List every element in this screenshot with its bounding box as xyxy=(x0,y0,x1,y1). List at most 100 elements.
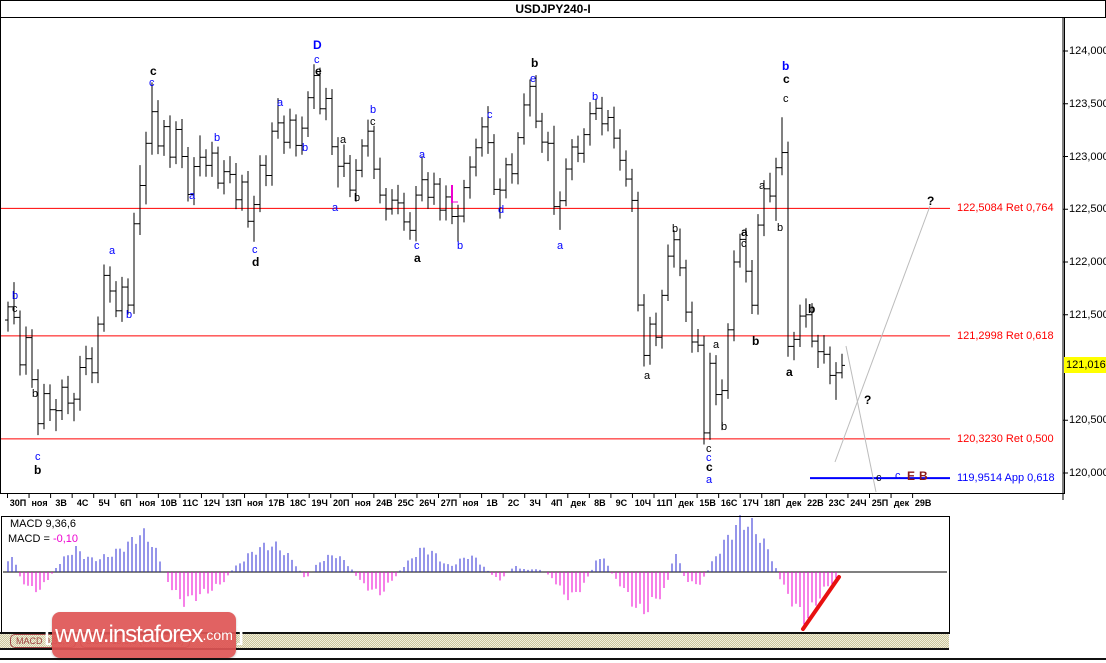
x-axis-tick-label: 4П xyxy=(551,498,563,508)
x-axis-tick-label: ноя xyxy=(139,498,156,508)
wave-label: d xyxy=(498,204,505,216)
x-axis-tick-label: 18С xyxy=(289,498,307,508)
wave-label: a xyxy=(109,245,116,257)
y-axis-tick-label: 123,000 xyxy=(1069,150,1106,163)
wave-label: a xyxy=(644,370,651,382)
logo-bracket-close: ] xyxy=(236,623,244,646)
x-axis-tick-label: 24В xyxy=(376,498,393,508)
y-axis-tick-label: 121,500 xyxy=(1069,308,1106,321)
wave-label: a xyxy=(706,474,713,486)
wave-label: c xyxy=(741,238,747,250)
wave-label: a xyxy=(741,225,748,239)
y-axis-tick-label: 120,000 xyxy=(1069,467,1106,479)
x-axis-tick-label: 23С xyxy=(828,498,846,508)
x-axis-tick-label: 19Ч xyxy=(311,498,328,508)
macd-indicator-value: MACD = -0,10 xyxy=(8,533,78,545)
wave-label: c xyxy=(783,93,789,105)
x-axis-tick-label: дек xyxy=(786,498,802,508)
question-mark: ? xyxy=(927,194,935,208)
x-axis-tick-label: 25С xyxy=(397,498,415,508)
x-axis-tick-label: 26Ч xyxy=(419,498,436,508)
wave-label: a xyxy=(189,190,196,202)
x-axis-tick-label: 25П xyxy=(871,498,889,508)
x-axis-tick-label: ноя xyxy=(247,498,264,508)
x-axis-tick-label: дек xyxy=(893,498,910,508)
wave-label: a xyxy=(419,149,426,161)
instaforex-logo[interactable]: [www.instaforex .com] xyxy=(44,612,244,658)
bottom-divider xyxy=(0,658,1106,660)
wave-label: b xyxy=(777,222,784,234)
x-axis-tick-label: 16С xyxy=(720,498,738,508)
logo-bracket-open: [ xyxy=(44,623,52,646)
wave-label: a xyxy=(786,365,793,379)
wave-label: b xyxy=(672,223,679,235)
wave-label: b xyxy=(782,59,790,73)
macd-value-number: -0,10 xyxy=(52,533,79,545)
wave-label: a xyxy=(340,134,347,146)
y-axis-tick-label: 120,500 xyxy=(1069,414,1106,427)
wave-label: B xyxy=(919,469,928,483)
x-axis-tick-label: 9С xyxy=(615,498,628,508)
y-axis-tick-label: 122,000 xyxy=(1069,256,1106,268)
x-axis-tick-label: 17Ч xyxy=(742,498,759,508)
macd-value-prefix: MACD = xyxy=(8,533,53,545)
wave-label: c xyxy=(252,244,258,256)
wave-label: a xyxy=(277,97,284,109)
logo-text-main: www.instaforex xyxy=(55,621,203,648)
x-axis-tick-label: 30П xyxy=(9,498,27,508)
x-axis-tick-label: 10В xyxy=(160,498,178,508)
wave-label: a xyxy=(759,180,766,192)
wave-label: c xyxy=(487,109,493,121)
x-axis-tick-label: 20П xyxy=(333,498,350,508)
logo-text-com: .com xyxy=(202,627,233,643)
wave-label: e xyxy=(530,73,537,85)
x-axis-tick-label: 8В xyxy=(594,498,606,508)
wave-label: c xyxy=(314,54,320,66)
question-mark: ? xyxy=(864,393,872,407)
wave-label: b xyxy=(592,91,599,103)
wave-label: b xyxy=(12,290,19,302)
wave-label: b xyxy=(721,421,728,433)
wave-label: c xyxy=(706,452,712,464)
level-label: 121,2998 Ret 0,618 xyxy=(957,329,1054,342)
wave-label: e xyxy=(315,64,322,78)
wave-label: b xyxy=(531,56,539,70)
wave-label: b xyxy=(370,104,377,116)
x-axis-tick-label: 22В xyxy=(807,498,824,508)
x-axis-tick-label: 11П xyxy=(656,498,673,508)
title-bar: USDJPY240-I xyxy=(0,0,1106,18)
wave-label: c xyxy=(370,116,376,128)
wave-label: a xyxy=(332,202,339,214)
x-axis-tick-label: 1В xyxy=(486,498,498,508)
wave-label: c xyxy=(414,240,420,252)
wave-label: c xyxy=(706,460,713,474)
wave-label: b xyxy=(214,132,221,144)
wave-label: b xyxy=(34,463,42,477)
wave-label: a xyxy=(557,240,564,252)
wave-label: b xyxy=(354,192,361,204)
wave-label: b xyxy=(302,142,309,154)
wave-label: a xyxy=(713,339,720,351)
x-axis-tick-label: 13П xyxy=(225,498,242,508)
wave-label: c xyxy=(35,451,41,463)
x-axis-tick-label: 10Ч xyxy=(634,498,652,508)
wave-label: c xyxy=(876,472,882,484)
wave-label: b xyxy=(808,302,816,316)
x-axis-tick-label: 24Ч xyxy=(850,498,867,508)
x-axis-tick-label: ноя xyxy=(462,498,479,508)
wave-label: c xyxy=(706,443,712,455)
level-label: 120,3230 Ret 0,500 xyxy=(957,432,1054,445)
x-axis-tick-label: ноя xyxy=(31,498,48,508)
y-axis-tick-label: 122,500 xyxy=(1069,203,1106,216)
wave-label: E xyxy=(907,469,916,483)
wave-label: a xyxy=(414,251,421,265)
wave-label: b xyxy=(126,309,133,321)
x-axis-tick-label: 3Ч xyxy=(529,498,541,508)
x-axis-tick-label: 2С xyxy=(507,498,520,508)
wave-label: b xyxy=(752,334,760,348)
x-axis-tick-label: 4С xyxy=(76,498,89,508)
x-axis-tick-label: 27П xyxy=(440,498,458,508)
wave-label: d xyxy=(252,255,260,269)
wave-label: b xyxy=(32,388,39,400)
